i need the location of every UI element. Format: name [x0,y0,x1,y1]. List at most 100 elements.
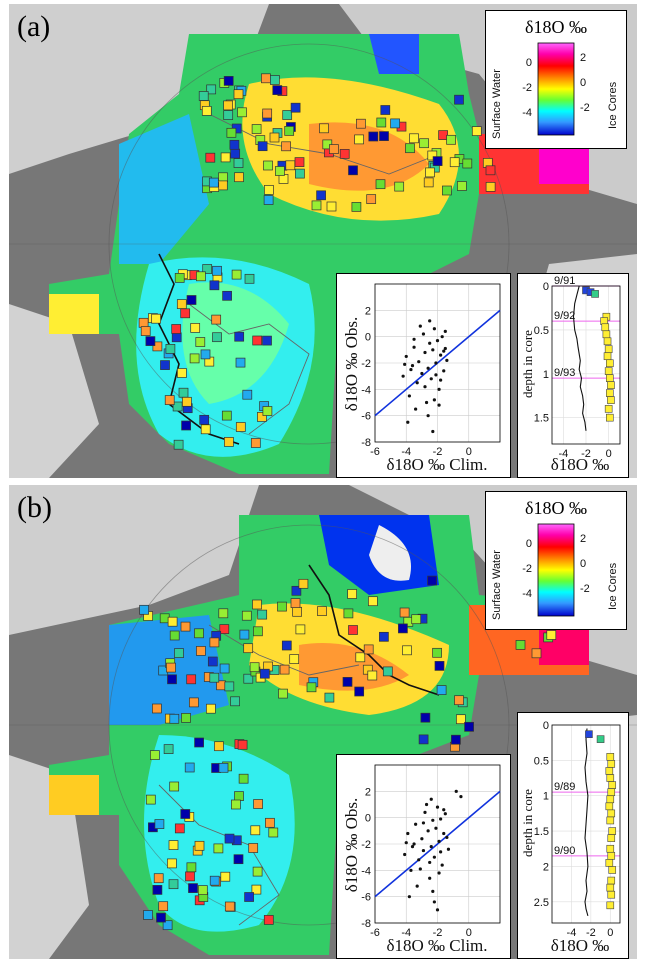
year-label: 9/89 [554,781,575,793]
core-sample [608,866,617,874]
sample-square [154,819,165,829]
sample-square [399,607,410,618]
sample-square [251,884,262,895]
scatter-point [418,867,422,871]
sample-square [233,89,244,100]
core-sample [607,788,616,796]
sample-square [181,420,191,431]
sample-square [253,799,263,809]
legend-tick: -2 [522,82,532,94]
scatter-point [439,850,443,854]
sample-square [456,714,466,725]
sample-square [379,631,389,642]
plot-frame [374,764,501,924]
sample-square [380,105,391,115]
scatter-point [431,889,435,893]
sample-square [244,273,255,284]
scatter-point [424,400,429,405]
core-sample [604,345,613,353]
sample-square [262,108,273,119]
y-tick-label: 2 [543,861,549,873]
panel-label: (b) [17,491,52,524]
sample-square [222,290,232,301]
profile-inset: depth in core δ18O ‰ -4 -2 0 0 0.5 1 1.5 9/91 9/… [517,273,629,478]
sample-square [292,606,302,617]
core-sample [606,883,615,892]
sample-square [209,875,220,886]
scatter-point [424,802,429,807]
core-sample [606,816,615,825]
sample-square [382,666,393,677]
sample-square [176,299,187,309]
sample-square [231,269,242,280]
legend-tick: 0 [580,558,586,570]
y-tick-label: -2 [361,839,371,851]
sample-square [200,349,211,360]
sample-square [244,892,254,902]
scatter-point [401,374,405,378]
x-tick-label: -2 [581,448,591,460]
sample-square [167,858,177,869]
profile-line [584,728,589,917]
sample-square [263,195,274,205]
sample-square [290,598,301,608]
sample-square [515,640,526,650]
sample-square [355,652,366,663]
sample-square [449,157,460,168]
legend-tick: -2 [522,563,532,575]
sample-square [143,910,153,920]
scatter-point [459,795,463,799]
sample-square [145,794,156,805]
panel-label: (a) [17,10,51,43]
sample-square [171,324,182,334]
sample-square [158,901,169,912]
sample-square [290,102,301,113]
y-tick-label: 2 [365,786,371,798]
core-sample [604,367,613,375]
sample-square [180,809,191,819]
drift-track [188,303,310,435]
sample-square [180,308,191,319]
scatter-point [426,366,430,370]
sample-square [140,326,151,336]
sample-square [201,106,212,116]
sample-square [139,604,149,615]
sample-square [220,871,231,882]
scatter-ylabel: δ18O ‰ Obs. [342,798,361,892]
scatter-point [440,863,444,867]
sample-square [226,127,237,138]
y-tick-label: -6 [361,411,371,423]
scatter-point [428,341,432,345]
sample-square [206,84,217,95]
scatter-point [435,908,440,912]
year-label: 9/90 [554,845,575,857]
sample-square [207,656,218,667]
sample-square [194,737,204,748]
scatter-point [412,337,416,341]
scatter-plot: δ18O ‰ Obs. δ18O ‰ Clim. -6 -4 -2 0 2 0 -2 -4 -6… [342,283,501,474]
y-tick-label: -4 [361,384,371,396]
scatter-point [421,332,426,336]
sample-square [342,677,353,687]
legend-right-label: Ice Cores [607,562,619,610]
sample-square [451,734,461,745]
sample-square [262,335,272,346]
legend-left-label: Surface Water [491,550,503,620]
sample-square [464,721,474,732]
scatter-point [418,324,422,328]
x-tick-label: -4 [558,448,568,460]
scatter-point [442,349,446,353]
x-tick-label: -4 [567,927,577,939]
sample-square [278,688,288,699]
scatter-point [437,871,441,875]
scatter-plot: δ18O ‰ Obs. δ18O ‰ Clim. -6 -4 -2 0 2 0 -2 -4 -6… [342,764,501,955]
sample-square [223,100,233,111]
sample-square [171,332,182,343]
legend-tick: 2 [580,533,586,545]
sample-square [427,150,438,161]
sample-square [427,575,437,586]
y-tick-label: -6 [361,892,371,904]
scatter-point [415,381,419,385]
sample-square [376,117,387,128]
sample-square [166,662,176,673]
